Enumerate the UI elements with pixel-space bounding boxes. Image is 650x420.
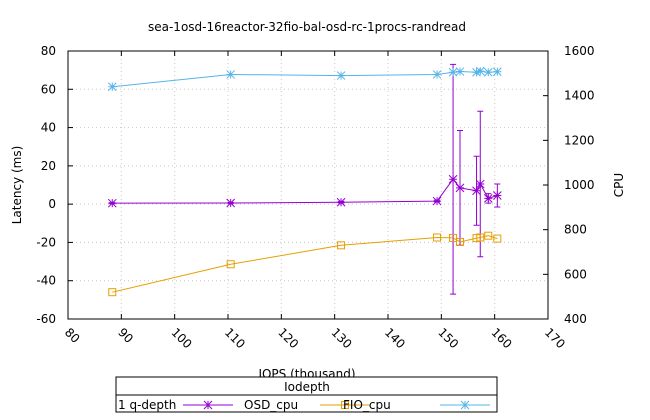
series-1-q-depth [107,63,502,295]
data-point [449,233,458,242]
series-layer [107,63,502,297]
data-point [456,237,464,246]
data-point [432,70,442,79]
y2-tick-label: 600 [564,267,587,281]
legend-entry-label: FIO_cpu [343,398,391,412]
y-tick-label: 0 [48,197,56,211]
y2-tick-label: 1200 [564,133,595,147]
series-line [112,178,498,204]
data-point [476,233,485,242]
y2-tick-label: 400 [564,312,587,326]
plot-frame [67,50,549,320]
x-tick-label: 150 [435,325,461,351]
chart-title: sea-1osd-16reactor-32fio-bal-osd-rc-1pro… [148,20,466,34]
y-tick-label: 40 [41,121,56,135]
y2-tick-label: 1600 [564,44,595,58]
data-point [483,194,493,203]
y-tick-label: -40 [36,274,56,288]
data-point [448,174,458,184]
legend-entry-label: OSD_cpu [244,398,298,412]
y-tick-label: 60 [41,82,56,96]
data-point [226,70,236,79]
data-point [432,196,442,206]
x-tick-label: 100 [169,325,195,351]
y-tick-label: -20 [36,235,56,249]
data-point [107,82,117,92]
grid [68,51,548,319]
y-axis-label: Latency (ms) [10,146,24,225]
data-point [448,67,458,77]
data-point [483,67,493,77]
data-point [493,234,502,243]
series-fio-cpu [107,66,502,92]
data-point [108,288,117,297]
legend-title: Iodepth [284,380,330,394]
legend-entry: 1 q-depth [118,398,233,412]
y-tick-label: 20 [41,159,56,173]
data-point [455,183,465,193]
series-line [112,70,498,88]
x-tick-label: 160 [489,325,515,351]
data-point [475,179,485,189]
legend-entry: FIO_cpu [343,398,490,412]
data-point [337,241,346,250]
data-point [433,233,442,242]
legend-entry: OSD_cpu [244,398,370,412]
legend-swatch-marker [460,400,470,410]
x-tick-label: 120 [275,325,301,351]
y2-tick-label: 1400 [564,89,595,103]
x-tick-label: 130 [329,325,355,351]
data-point [336,197,346,207]
y2-axis-label: CPU [612,173,626,197]
legend-swatch-marker [203,400,213,410]
series-line [112,235,498,293]
x-tick-label: 170 [542,325,568,351]
y-tick-label: -60 [36,312,56,326]
y2-tick-label: 800 [564,223,587,237]
data-point [472,67,481,77]
data-point [226,198,236,208]
x-tick-label: 80 [62,325,83,346]
ticks: 80 90 100 110 120 130 140 150 160 170 -60 -40 -20 0 20… [36,44,594,351]
data-point [484,231,493,240]
data-point [492,191,502,200]
x-tick-label: 110 [222,325,248,351]
x-tick-label: 140 [382,325,408,351]
legend: Iodepth 1 q-depth OSD_cpu FIO_cpu [115,376,498,413]
y-tick-label: 80 [41,44,56,58]
legend-items: 1 q-depth OSD_cpu FIO_cpu [118,398,490,412]
legend-entry-label: 1 q-depth [118,398,176,412]
data-point [475,66,485,76]
data-point [226,260,235,269]
data-point [472,186,481,196]
x-tick-label: 90 [115,325,136,346]
data-point [492,67,502,77]
legend-swatch-marker [341,401,349,409]
series-osd-cpu [108,231,502,297]
y2-tick-label: 1000 [564,178,595,192]
data-point [107,198,117,208]
data-point [455,67,465,76]
data-point [336,71,346,80]
